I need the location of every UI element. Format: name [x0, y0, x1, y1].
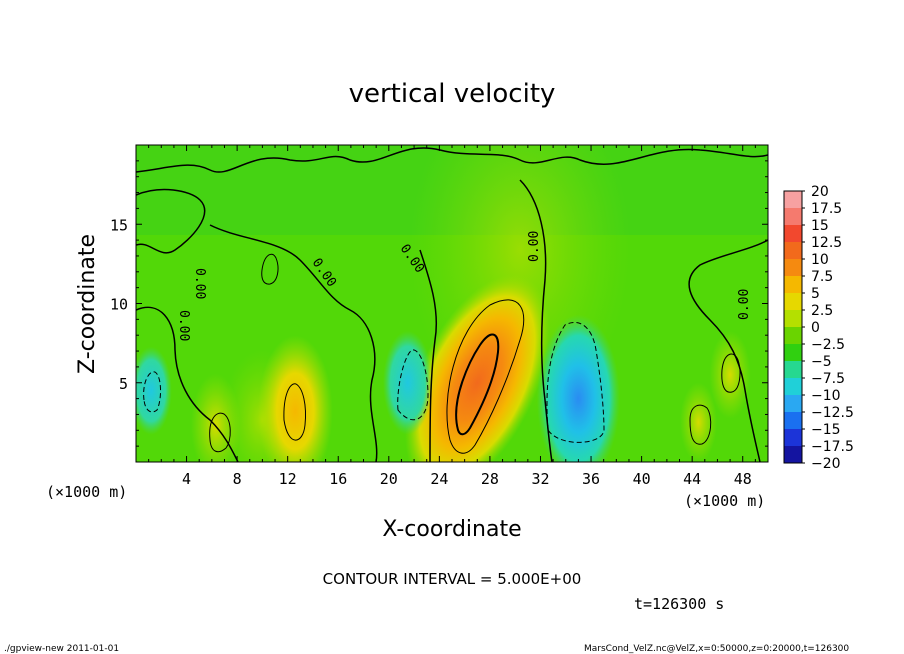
x-tick-label: 20 [380, 470, 398, 488]
colorbar-segment [784, 412, 802, 430]
feature-blob [536, 314, 620, 462]
colorbar-segment [784, 344, 802, 362]
contour-line [689, 404, 712, 445]
colorbar-segment [784, 208, 802, 226]
contour-line [546, 321, 605, 443]
footer-right: MarsCond_VelZ.nc@VelZ,x=0:50000,z=0:2000… [584, 644, 849, 654]
feature-blob [679, 382, 717, 462]
time-label: t=126300 s [634, 595, 724, 613]
feature-blob [405, 274, 550, 462]
colorbar-label: 7.5 [811, 269, 833, 285]
contour-line [446, 299, 525, 454]
contour-line [136, 306, 239, 462]
colorbar-segment [784, 378, 802, 396]
features-layer [136, 274, 751, 462]
colorbar-segment [784, 242, 802, 260]
colorbar-label: 5 [811, 286, 820, 302]
contour-line [136, 188, 206, 254]
x-axis: 4 8 12 16 20 24 28 32 36 40 44 48 [148, 145, 756, 488]
colorbar-label: −5 [811, 354, 832, 370]
feature-blob [190, 373, 241, 462]
feature-blob [136, 346, 172, 435]
contour-labels: 0.00 0.00 0.00 0.00 0.00 0.00 [176, 231, 752, 342]
contour-label: 0.00 [192, 268, 207, 299]
colorbar-segment [784, 429, 802, 447]
colorbar-label: 10 [811, 252, 829, 268]
x-tick-label: 12 [279, 470, 297, 488]
y-tick-label: 5 [119, 375, 128, 393]
contour-line [209, 224, 378, 462]
colorbar-segment [784, 310, 802, 328]
x-tick-label: 40 [633, 470, 651, 488]
feature-blob [709, 330, 751, 419]
contour-line [209, 412, 231, 453]
colorbar-label: 20 [811, 184, 829, 200]
contour-line [283, 383, 306, 441]
x-tick-label: 24 [430, 470, 448, 488]
colorbar-label: −17.5 [811, 439, 854, 455]
x-unit-left: (×1000 m) [46, 483, 127, 501]
colorbar-label: 12.5 [811, 235, 842, 251]
colorbar-label: −7.5 [811, 371, 845, 387]
colorbar-label: −12.5 [811, 405, 854, 421]
contour-label: 0.00 [737, 289, 752, 320]
x-unit-right: (×1000 m) [684, 492, 765, 510]
contour-line [136, 147, 768, 173]
contour-line [397, 349, 429, 421]
colorbar-segment [784, 327, 802, 345]
x-tick-label: 32 [531, 470, 549, 488]
plot-area: 0.00 0.00 0.00 0.00 0.00 0.00 [136, 145, 768, 462]
contour-line [721, 353, 741, 393]
x-axis-label: X-coordinate [382, 517, 521, 542]
contour-lines [136, 147, 768, 462]
contour-line [261, 253, 279, 285]
y-tick-label: 10 [110, 296, 128, 314]
y-axis: 5 10 15 [110, 160, 768, 447]
colorbar-segment [784, 395, 802, 413]
colorbar-label: −20 [811, 456, 841, 472]
colorbar: 2017.51512.5107.552.50−2.5−5−7.5−10−12.5… [783, 184, 854, 472]
colorbar-label: 17.5 [811, 201, 842, 217]
colorbar-label: 15 [811, 218, 829, 234]
y-axis-label: Z-coordinate [75, 234, 100, 374]
contour-line [419, 249, 438, 462]
x-tick-label: 28 [481, 470, 499, 488]
colorbar-segment [784, 361, 802, 379]
colorbar-label: −2.5 [811, 337, 845, 353]
colorbar-segment [784, 259, 802, 277]
colorbar-segment [784, 293, 802, 311]
x-tick-label: 8 [233, 470, 242, 488]
x-tick-label: 36 [582, 470, 600, 488]
x-tick-label: 44 [683, 470, 701, 488]
x-tick-label: 48 [734, 470, 752, 488]
colorbar-segment [784, 276, 802, 294]
colorbar-label: −10 [811, 388, 841, 404]
feature-blob [382, 330, 433, 435]
contour-line [143, 371, 161, 413]
contour-label: 0.00 [527, 231, 542, 262]
colorbar-segment [784, 191, 802, 209]
contour-line [455, 333, 500, 436]
x-tick-label: 16 [329, 470, 347, 488]
chart-title: vertical velocity [349, 79, 556, 109]
colorbar-label: 0 [811, 320, 820, 336]
colorbar-segment [784, 225, 802, 243]
footer-left: ./gpview-new 2011-01-01 [4, 644, 119, 654]
x-tick-label: 4 [182, 470, 191, 488]
colorbar-segment [784, 446, 802, 464]
contour-label: 0.00 [176, 310, 191, 341]
y-tick-label: 15 [110, 216, 128, 234]
colorbar-label: 2.5 [811, 303, 833, 319]
colorbar-label: −15 [811, 422, 841, 438]
feature-blob [257, 335, 333, 462]
contour-line [688, 239, 768, 462]
contour-interval: CONTOUR INTERVAL = 5.000E+00 [323, 570, 582, 588]
